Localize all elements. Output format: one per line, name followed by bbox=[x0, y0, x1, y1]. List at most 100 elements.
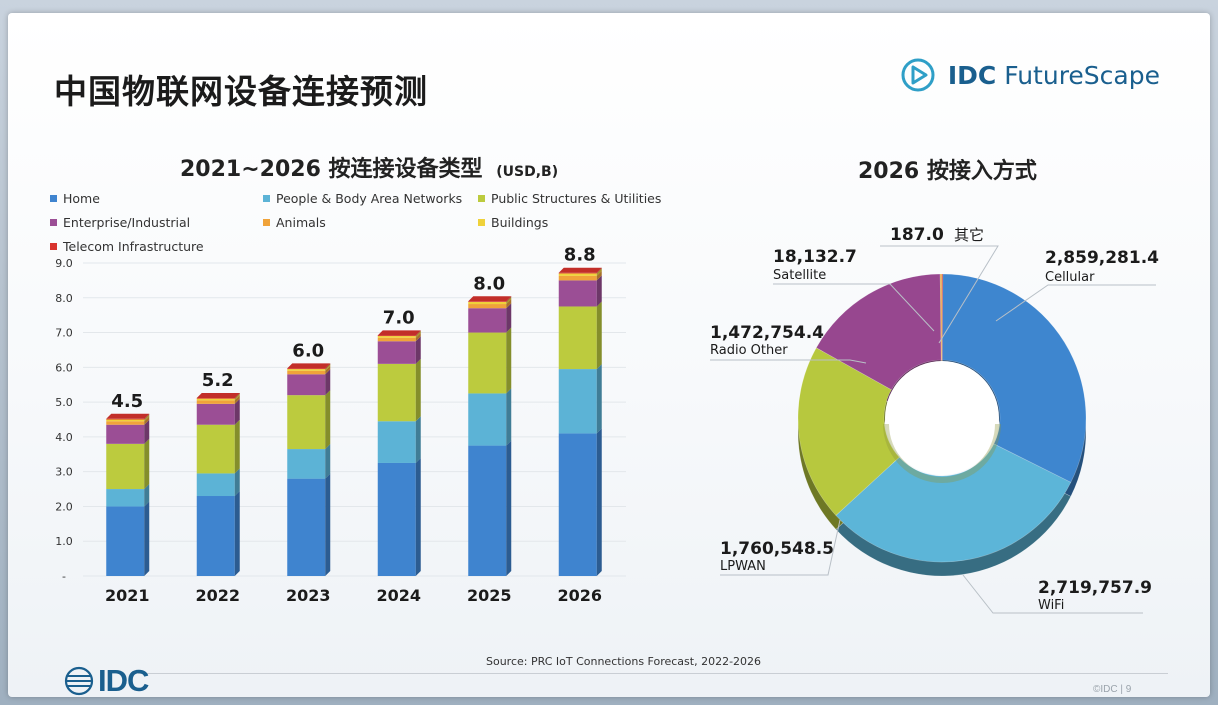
bar-top bbox=[468, 296, 512, 302]
legend-label: Enterprise/Industrial bbox=[63, 215, 191, 230]
bar-segment bbox=[106, 421, 145, 425]
bar-segment-side bbox=[506, 327, 512, 394]
bar-total-label: 7.0 bbox=[383, 307, 415, 328]
bar-segment bbox=[287, 368, 326, 370]
bar-segment bbox=[468, 393, 507, 446]
bar-segment bbox=[377, 336, 416, 338]
brand-name: IDC FutureScape bbox=[948, 61, 1160, 90]
y-tick-label: 9.0 bbox=[55, 257, 73, 270]
idc-logo-text: IDC bbox=[98, 663, 149, 698]
y-tick-label: 1.0 bbox=[55, 535, 73, 548]
bar-segment bbox=[196, 403, 235, 425]
bar-segment bbox=[287, 395, 326, 450]
slice-name-label: Cellular bbox=[1045, 270, 1095, 285]
bar-segment bbox=[196, 398, 235, 401]
bar-top bbox=[377, 330, 421, 336]
bar-segment-side bbox=[325, 365, 331, 375]
bar-segment-side bbox=[596, 428, 602, 576]
bar-segment bbox=[106, 489, 145, 507]
bar-segment bbox=[287, 449, 326, 479]
donut-slice bbox=[797, 347, 900, 516]
bar-segment-side bbox=[415, 336, 421, 364]
bar-total-label: 8.0 bbox=[473, 273, 505, 294]
y-tick-label: 4.0 bbox=[55, 431, 73, 444]
bar-segment bbox=[558, 272, 597, 274]
bar-segment bbox=[287, 370, 326, 375]
bar-segment-side bbox=[325, 363, 331, 370]
legend-swatch bbox=[50, 243, 57, 250]
x-tick-label: 2024 bbox=[376, 586, 421, 605]
bar-segment bbox=[468, 445, 507, 576]
brand-logo: IDC FutureScape bbox=[900, 57, 1160, 93]
bar-segment bbox=[468, 301, 507, 305]
bar-segment bbox=[287, 369, 326, 371]
bar-segment-side bbox=[506, 303, 512, 333]
slice-value-label: 1,472,754.4 bbox=[710, 323, 824, 343]
legend-item: Home bbox=[50, 191, 100, 206]
bar-segment bbox=[106, 506, 145, 576]
bar-segment-side bbox=[506, 296, 512, 302]
legend-item: Public Structures & Utilities bbox=[478, 191, 661, 206]
bar-segment-side bbox=[415, 416, 421, 463]
bar-segment bbox=[287, 478, 326, 576]
donut-chart-title: 2026 按接入方式 bbox=[858, 159, 1037, 184]
slice-name-label: WiFi bbox=[1038, 598, 1064, 613]
bar-segment bbox=[468, 301, 507, 302]
bar-segment-side bbox=[144, 414, 150, 422]
leader-line bbox=[962, 574, 1143, 614]
slide: 中国物联网设备连接预测 IDC FutureScape 2021~2026 按连… bbox=[8, 13, 1210, 698]
bar-segment bbox=[558, 273, 597, 276]
slice-value-label: 2,859,281.4 bbox=[1045, 248, 1159, 268]
page-number: ©IDC | 9 bbox=[1093, 684, 1132, 695]
bar-segment bbox=[558, 280, 597, 307]
bar-segment-side bbox=[415, 358, 421, 422]
bar-segment-side bbox=[234, 491, 240, 576]
bar-segment-side bbox=[325, 444, 331, 479]
donut-hole bbox=[885, 361, 999, 475]
bar-segment-side bbox=[596, 364, 602, 434]
bar-segment-side bbox=[506, 296, 512, 305]
bar-segment bbox=[106, 443, 145, 490]
bar-segment-side bbox=[325, 369, 331, 396]
bar-segment bbox=[106, 419, 145, 422]
bar-total-label: 5.2 bbox=[202, 370, 234, 391]
bar-segment bbox=[468, 308, 507, 333]
slice-value-label: 1,760,548.5 bbox=[720, 539, 834, 559]
bar-segment-side bbox=[234, 398, 240, 425]
leader-line bbox=[710, 359, 867, 364]
legend-swatch bbox=[478, 219, 485, 226]
slide-title: 中国物联网设备连接预测 bbox=[54, 72, 428, 111]
bar-segment-side bbox=[144, 438, 150, 490]
y-tick-label: 7.0 bbox=[55, 327, 73, 340]
slice-value-label: 2,719,757.9 bbox=[1038, 578, 1152, 598]
legend-label: People & Body Area Networks bbox=[276, 191, 463, 206]
bar-segment-side bbox=[234, 393, 240, 401]
slice-value-label: 187.0 bbox=[890, 225, 944, 245]
bar-segment bbox=[196, 400, 235, 404]
y-tick-label: - bbox=[62, 570, 66, 583]
x-tick-label: 2021 bbox=[105, 586, 150, 605]
bar-chart: - 1.0 2.0 3.0 4.0 5.0 6.0 7.0 8.0 9.0 4.5 2021 5.2 20… bbox=[55, 245, 626, 605]
leader-line bbox=[880, 245, 999, 344]
bar-segment-side bbox=[325, 473, 331, 576]
y-tick-label: 6.0 bbox=[55, 361, 73, 374]
bar-segment bbox=[468, 332, 507, 394]
legend-item: Buildings bbox=[478, 215, 548, 230]
bar-total-label: 6.0 bbox=[292, 340, 324, 361]
legend-label: Home bbox=[63, 191, 100, 206]
bar-chart-unit: (USD,B) bbox=[496, 164, 559, 180]
donut-slice bbox=[835, 443, 1072, 563]
bar-segment-side bbox=[144, 501, 150, 576]
legend-label: Animals bbox=[276, 215, 326, 230]
bar-top bbox=[106, 413, 150, 419]
bar-segment-side bbox=[596, 268, 602, 276]
legend-label: Telecom Infrastructure bbox=[63, 239, 204, 254]
bar-segment bbox=[377, 335, 416, 337]
bar-segment bbox=[377, 421, 416, 463]
brand-product: FutureScape bbox=[1004, 60, 1160, 90]
bar-top bbox=[196, 392, 240, 398]
bar-segment-side bbox=[325, 390, 331, 450]
x-tick-label: 2022 bbox=[195, 586, 240, 605]
bar-segment bbox=[558, 306, 597, 370]
bar-segment bbox=[106, 418, 145, 420]
